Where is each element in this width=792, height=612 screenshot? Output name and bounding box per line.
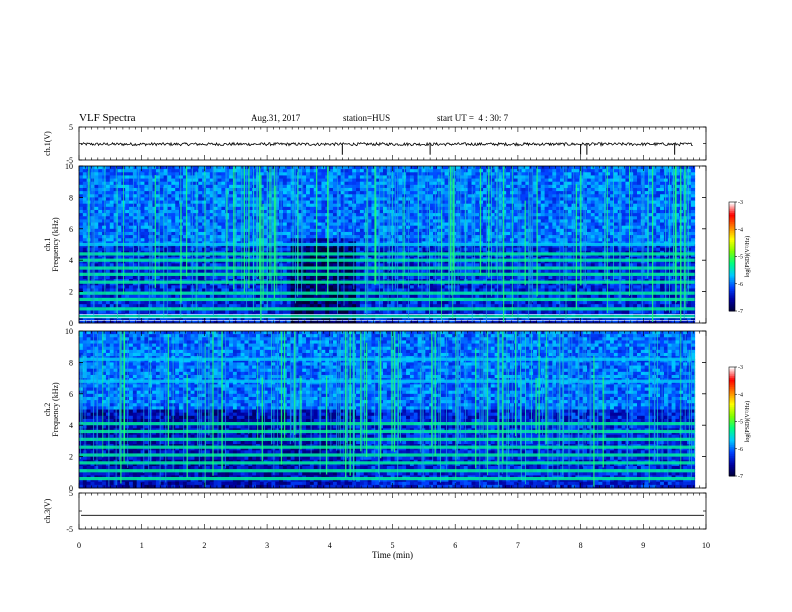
harmonic-band <box>79 280 695 284</box>
x-tick-label: 4 <box>328 541 332 550</box>
y-axis-label: ch.1(V) <box>43 131 52 156</box>
harmonic-band <box>79 379 695 383</box>
colorbar-tick-label: -7 <box>738 474 743 480</box>
harmonic-band <box>79 453 695 457</box>
harmonic-band <box>79 476 695 481</box>
colorbar <box>728 201 737 312</box>
x-tick-label: 7 <box>516 541 520 550</box>
date-label: Aug.31, 2017 <box>251 113 301 123</box>
waveform-trace <box>80 141 693 147</box>
y-tick-label: 10 <box>65 162 73 171</box>
y-tick-label: 0 <box>69 484 73 493</box>
y-tick-label: 4 <box>69 421 73 430</box>
y-axis-label: ch.2 <box>43 403 52 417</box>
ch3-waveform <box>78 492 707 530</box>
x-tick-label: 2 <box>202 541 206 550</box>
y-tick-label: 10 <box>65 327 73 336</box>
x-tick-label: 0 <box>77 541 81 550</box>
colorbar <box>728 366 737 477</box>
y-tick-label: 0 <box>69 319 73 328</box>
y-axis-label: Frequency (kHz) <box>51 382 60 437</box>
x-axis-label: Time (min) <box>372 550 413 560</box>
harmonic-band <box>79 297 695 302</box>
colorbar-tick-label: -6 <box>738 447 743 453</box>
colorbar-tick-label: -3 <box>738 200 743 206</box>
harmonic-band <box>79 429 695 434</box>
colorbar-label: log(PSD)(V²/Hz) <box>744 236 751 277</box>
harmonic-band <box>79 242 695 247</box>
y-axis-label: Frequency (kHz) <box>51 217 60 272</box>
x-tick-label: 1 <box>140 541 144 550</box>
ch1-spectrogram <box>78 165 707 324</box>
y-tick-label: 5 <box>69 123 73 132</box>
x-tick-label: 6 <box>453 541 457 550</box>
harmonic-band <box>79 291 695 295</box>
station-label: station=HUS <box>343 113 391 123</box>
harmonic-band <box>79 445 695 449</box>
colorbar-label: log(PSD)(V²/Hz) <box>744 401 751 442</box>
start-time-label: start UT = 4 : 30: 7 <box>437 113 509 123</box>
y-tick-label: -5 <box>66 156 73 165</box>
x-tick-label: 3 <box>265 541 269 550</box>
y-tick-label: 8 <box>69 193 73 202</box>
y-axis-label: ch.3(V) <box>43 498 52 523</box>
y-tick-label: 5 <box>69 489 73 498</box>
harmonic-band <box>79 437 695 441</box>
harmonic-band <box>79 272 695 276</box>
x-tick-label: 5 <box>391 541 395 550</box>
y-tick-label: 6 <box>69 225 73 234</box>
colorbar-tick-label: -5 <box>738 255 743 261</box>
harmonic-band <box>79 422 695 426</box>
harmonic-band <box>79 266 695 270</box>
colorbar-tick-label: -6 <box>738 282 743 288</box>
harmonic-band <box>79 357 695 361</box>
y-axis-label: ch.1 <box>43 238 52 252</box>
harmonic-band <box>79 307 695 311</box>
x-tick-label: 10 <box>702 541 710 550</box>
harmonic-band <box>79 461 695 465</box>
y-tick-label: 4 <box>69 256 73 265</box>
x-tick-label: 8 <box>579 541 583 550</box>
panel-frame <box>78 492 707 530</box>
ch2-spectrogram <box>78 330 707 489</box>
harmonic-band <box>79 315 695 319</box>
chart-title: VLF Spectra <box>79 112 136 124</box>
y-tick-label: 6 <box>69 390 73 399</box>
colorbar-tick-label: -4 <box>738 227 743 233</box>
x-tick-label: 9 <box>641 541 645 550</box>
y-tick-label: 8 <box>69 358 73 367</box>
harmonic-band <box>79 469 695 473</box>
y-tick-label: 2 <box>69 288 73 297</box>
colorbar-tick-label: -4 <box>738 392 743 398</box>
colorbar-tick-label: -3 <box>738 365 743 371</box>
harmonic-band <box>79 252 695 256</box>
y-tick-label: -5 <box>66 525 73 534</box>
y-tick-label: 2 <box>69 453 73 462</box>
harmonic-band <box>79 258 695 262</box>
colorbar-tick-label: -5 <box>738 420 743 426</box>
colorbar-tick-label: -7 <box>738 309 743 315</box>
